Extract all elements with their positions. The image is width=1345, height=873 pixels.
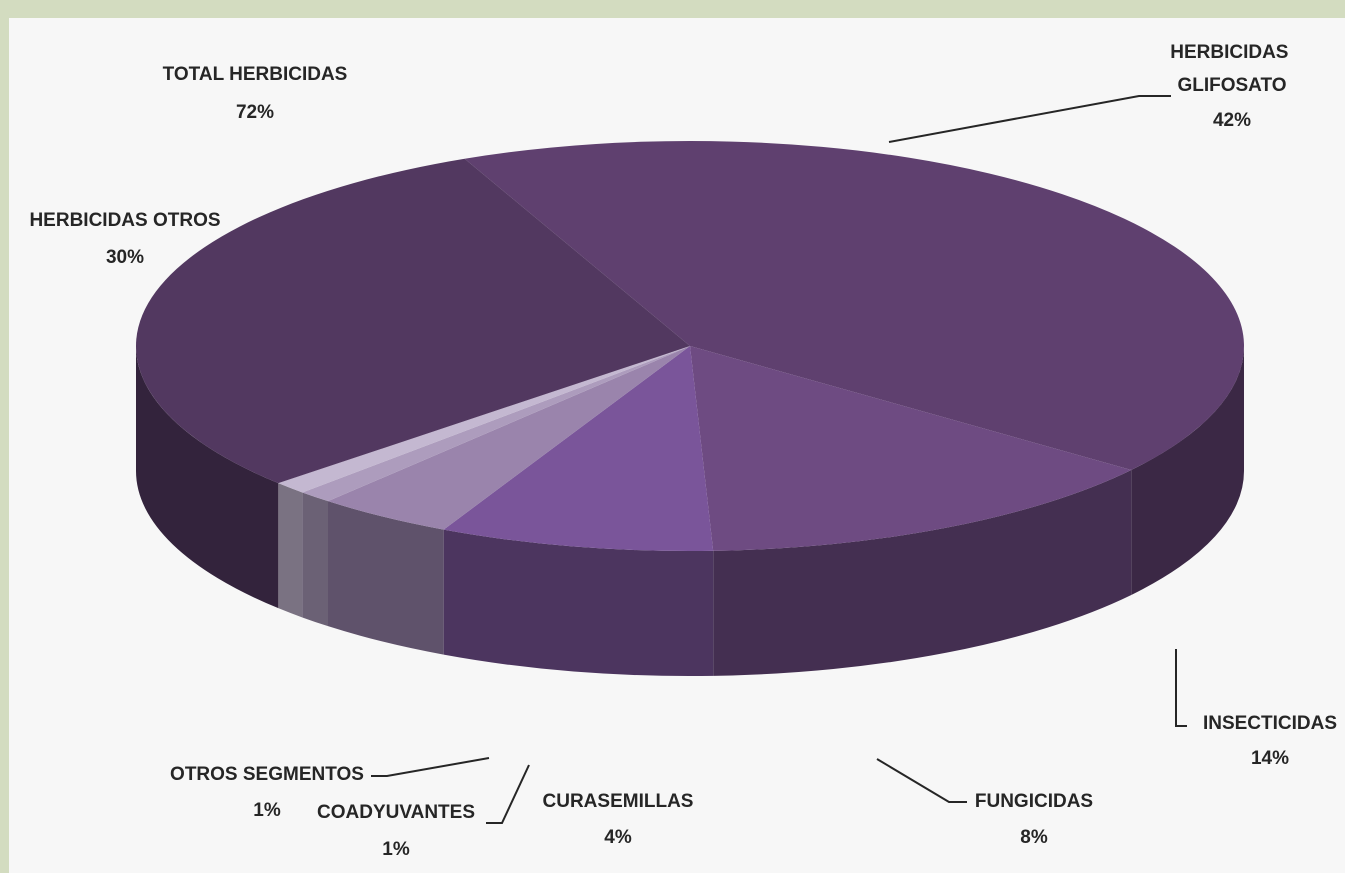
slice-side-insecticidas	[713, 469, 1132, 676]
pie-chart: TOTAL HERBICIDAS 72% HERBICIDAS GLIFOSAT…	[29, 42, 1337, 860]
slice-top-herbicidas-glifosato	[464, 141, 1244, 470]
slice-value-fungicidas: 8%	[1020, 827, 1048, 848]
slice-top-curasemillas	[328, 346, 690, 530]
leader-line-fungicidas	[876, 758, 967, 803]
slice-top-herbicidas-otros	[135, 158, 690, 484]
annotation-total-herbicidas-label: TOTAL HERBICIDAS	[163, 64, 348, 85]
slice-label-herbicidas-glifosato: HERBICIDAS GLIFOSATO	[1170, 42, 1294, 96]
leader-line-otros-segmentos	[371, 757, 490, 777]
leader-line-coadyuvantes	[486, 764, 530, 824]
slice-value-curasemillas: 4%	[604, 827, 632, 848]
slice-label-insecticidas: INSECTICIDAS	[1203, 713, 1337, 734]
slice-label-herbicidas-otros: HERBICIDAS OTROS	[29, 210, 220, 231]
slice-side-herbicidas-glifosato	[1131, 346, 1244, 595]
chart-panel: TOTAL HERBICIDAS 72% HERBICIDAS GLIFOSAT…	[9, 18, 1345, 873]
slice-side-coadyuvantes	[302, 492, 329, 627]
slice-value-herbicidas-glifosato: 42%	[1213, 110, 1251, 131]
leader-line-herbicidas-glifosato	[888, 95, 1171, 143]
slice-value-coadyuvantes: 1%	[382, 839, 410, 860]
slice-label-fungicidas: FUNGICIDAS	[975, 791, 1093, 812]
slice-value-insecticidas: 14%	[1251, 748, 1289, 769]
slice-side-curasemillas	[328, 501, 444, 655]
annotation-total-herbicidas-value: 72%	[236, 102, 274, 123]
slice-label-otros-segmentos: OTROS SEGMENTOS	[170, 764, 364, 785]
slice-side-otros-segmentos	[278, 483, 303, 618]
slice-top-fungicidas	[443, 346, 714, 552]
slice-side-fungicidas	[443, 529, 714, 676]
slice-top-insecticidas	[690, 346, 1132, 551]
slice-label-curasemillas: CURASEMILLAS	[543, 791, 694, 812]
slice-top-coadyuvantes	[302, 346, 690, 502]
leader-line-insecticidas	[1175, 649, 1187, 727]
slice-top-otros-segmentos	[278, 346, 690, 493]
slice-side-herbicidas-otros	[136, 346, 279, 609]
slice-value-otros-segmentos: 1%	[253, 800, 281, 821]
slice-value-herbicidas-otros: 30%	[106, 247, 144, 268]
slice-label-coadyuvantes: COADYUVANTES	[317, 802, 475, 823]
